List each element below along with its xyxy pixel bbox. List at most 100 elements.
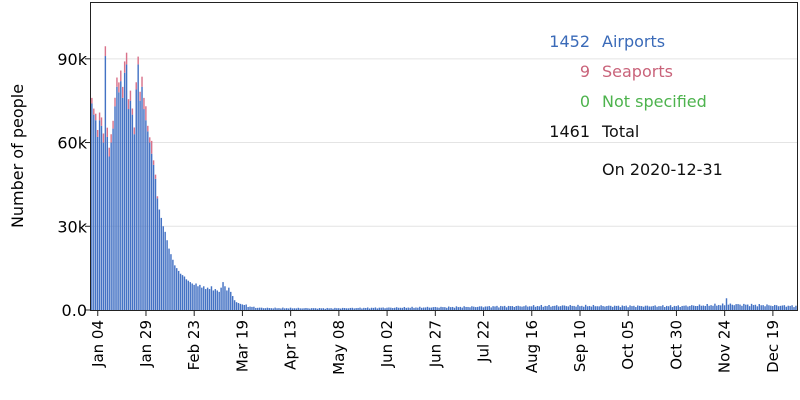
bar-airports: [600, 305, 602, 310]
bar-airports: [247, 306, 249, 310]
bar-airports: [226, 290, 228, 310]
bar-airports: [353, 308, 355, 310]
bar-airports: [411, 306, 413, 310]
gridlines: [91, 58, 797, 227]
bar-airports: [583, 306, 585, 310]
bar-airports: [224, 286, 226, 310]
x-tick-label: Oct 05: [619, 320, 637, 370]
bar-airports: [154, 178, 157, 310]
bar-airports: [563, 305, 566, 310]
bar-airports: [598, 306, 600, 310]
bar-airports: [160, 217, 163, 310]
bar-airports: [407, 307, 409, 310]
bar-airports: [446, 307, 448, 310]
bar-airports: [756, 306, 759, 310]
bar-airports: [139, 100, 141, 311]
bar-airports: [534, 306, 537, 310]
bar-airports: [577, 304, 579, 310]
bar-airports: [309, 308, 311, 310]
legend-value: 0: [580, 92, 590, 111]
legend: 1452 Airports 9 Seaports 0 Not specified 1461 T…: [549, 32, 723, 179]
bar-airports: [503, 305, 506, 310]
bar-airports: [208, 289, 211, 310]
bar-airports: [363, 307, 365, 310]
bar-airports: [199, 284, 201, 310]
bar-airports: [588, 305, 591, 310]
bar-airports: [683, 305, 685, 310]
bar-airports: [546, 306, 548, 310]
legend-date: On 2020-12-31: [602, 160, 723, 179]
bar-airports: [748, 306, 751, 310]
bar-airports: [488, 306, 490, 310]
bar-airports: [295, 308, 298, 310]
bar-airports: [774, 304, 776, 310]
x-tick-label: Apr 13: [282, 320, 300, 370]
bar-airports: [326, 307, 328, 310]
bar-airports: [696, 306, 699, 310]
bar-airports: [542, 306, 544, 310]
bar-airports: [791, 305, 793, 310]
bar-airports: [527, 306, 529, 310]
x-tick-label: Jan 29: [137, 320, 155, 368]
bar-airports: [706, 304, 708, 310]
bar-airports: [181, 275, 184, 310]
bar-airports: [754, 304, 757, 310]
bar-airports: [320, 308, 323, 310]
bar-airports: [351, 307, 353, 310]
bar-airports: [708, 305, 710, 310]
x-tick-label: Jul 22: [475, 320, 493, 363]
bar-airports: [694, 306, 697, 310]
bar-airports: [467, 306, 469, 310]
bar-airports: [743, 303, 745, 310]
bar-airports: [679, 306, 681, 310]
bar-airports: [328, 308, 330, 310]
bar-airports: [394, 307, 396, 310]
bar-airports: [260, 307, 263, 310]
bar-airports: [116, 86, 118, 310]
bar-airports: [245, 304, 247, 310]
bar-airports: [177, 270, 180, 310]
bar-airports: [716, 305, 718, 310]
bar-airports: [95, 120, 97, 310]
bar-airports: [530, 306, 533, 310]
bar-airports: [434, 306, 436, 310]
bar-airports: [203, 286, 205, 310]
bar-airports: [430, 307, 433, 310]
bar-airports: [193, 284, 195, 310]
bar-seaports: [129, 90, 132, 101]
bar-airports: [280, 308, 282, 310]
y-tick-label: 30k: [57, 217, 87, 236]
bar-airports: [638, 305, 641, 310]
bar-airports: [476, 306, 479, 310]
bar-airports: [141, 86, 143, 310]
bar-airports: [334, 307, 336, 310]
bar-airports: [239, 303, 242, 310]
bar-airports: [170, 254, 172, 310]
bar-airports: [266, 307, 269, 310]
bar-airports: [251, 306, 253, 310]
bar-airports: [93, 114, 95, 310]
bar-airports: [737, 304, 739, 310]
bar-airports: [621, 305, 624, 310]
bar-airports: [231, 296, 234, 310]
bar-seaports: [156, 196, 159, 199]
bar-airports: [559, 306, 562, 310]
bar-airports: [432, 307, 435, 310]
bar-airports: [284, 308, 286, 310]
bar-airports: [428, 307, 431, 310]
bar-airports: [633, 305, 635, 310]
bar-airports: [374, 307, 377, 310]
bar-airports: [336, 308, 338, 310]
bar-airports: [233, 300, 236, 310]
bar-airports: [473, 306, 475, 310]
bar-airports: [764, 306, 766, 310]
bar-airports: [789, 305, 791, 310]
bar-airports: [480, 306, 483, 310]
bar-airports: [386, 307, 388, 310]
bar-airports: [438, 307, 440, 310]
bar-airports: [253, 306, 255, 310]
bar-airports: [168, 248, 170, 310]
bar-seaports: [96, 129, 99, 137]
bar-airports: [602, 306, 604, 310]
